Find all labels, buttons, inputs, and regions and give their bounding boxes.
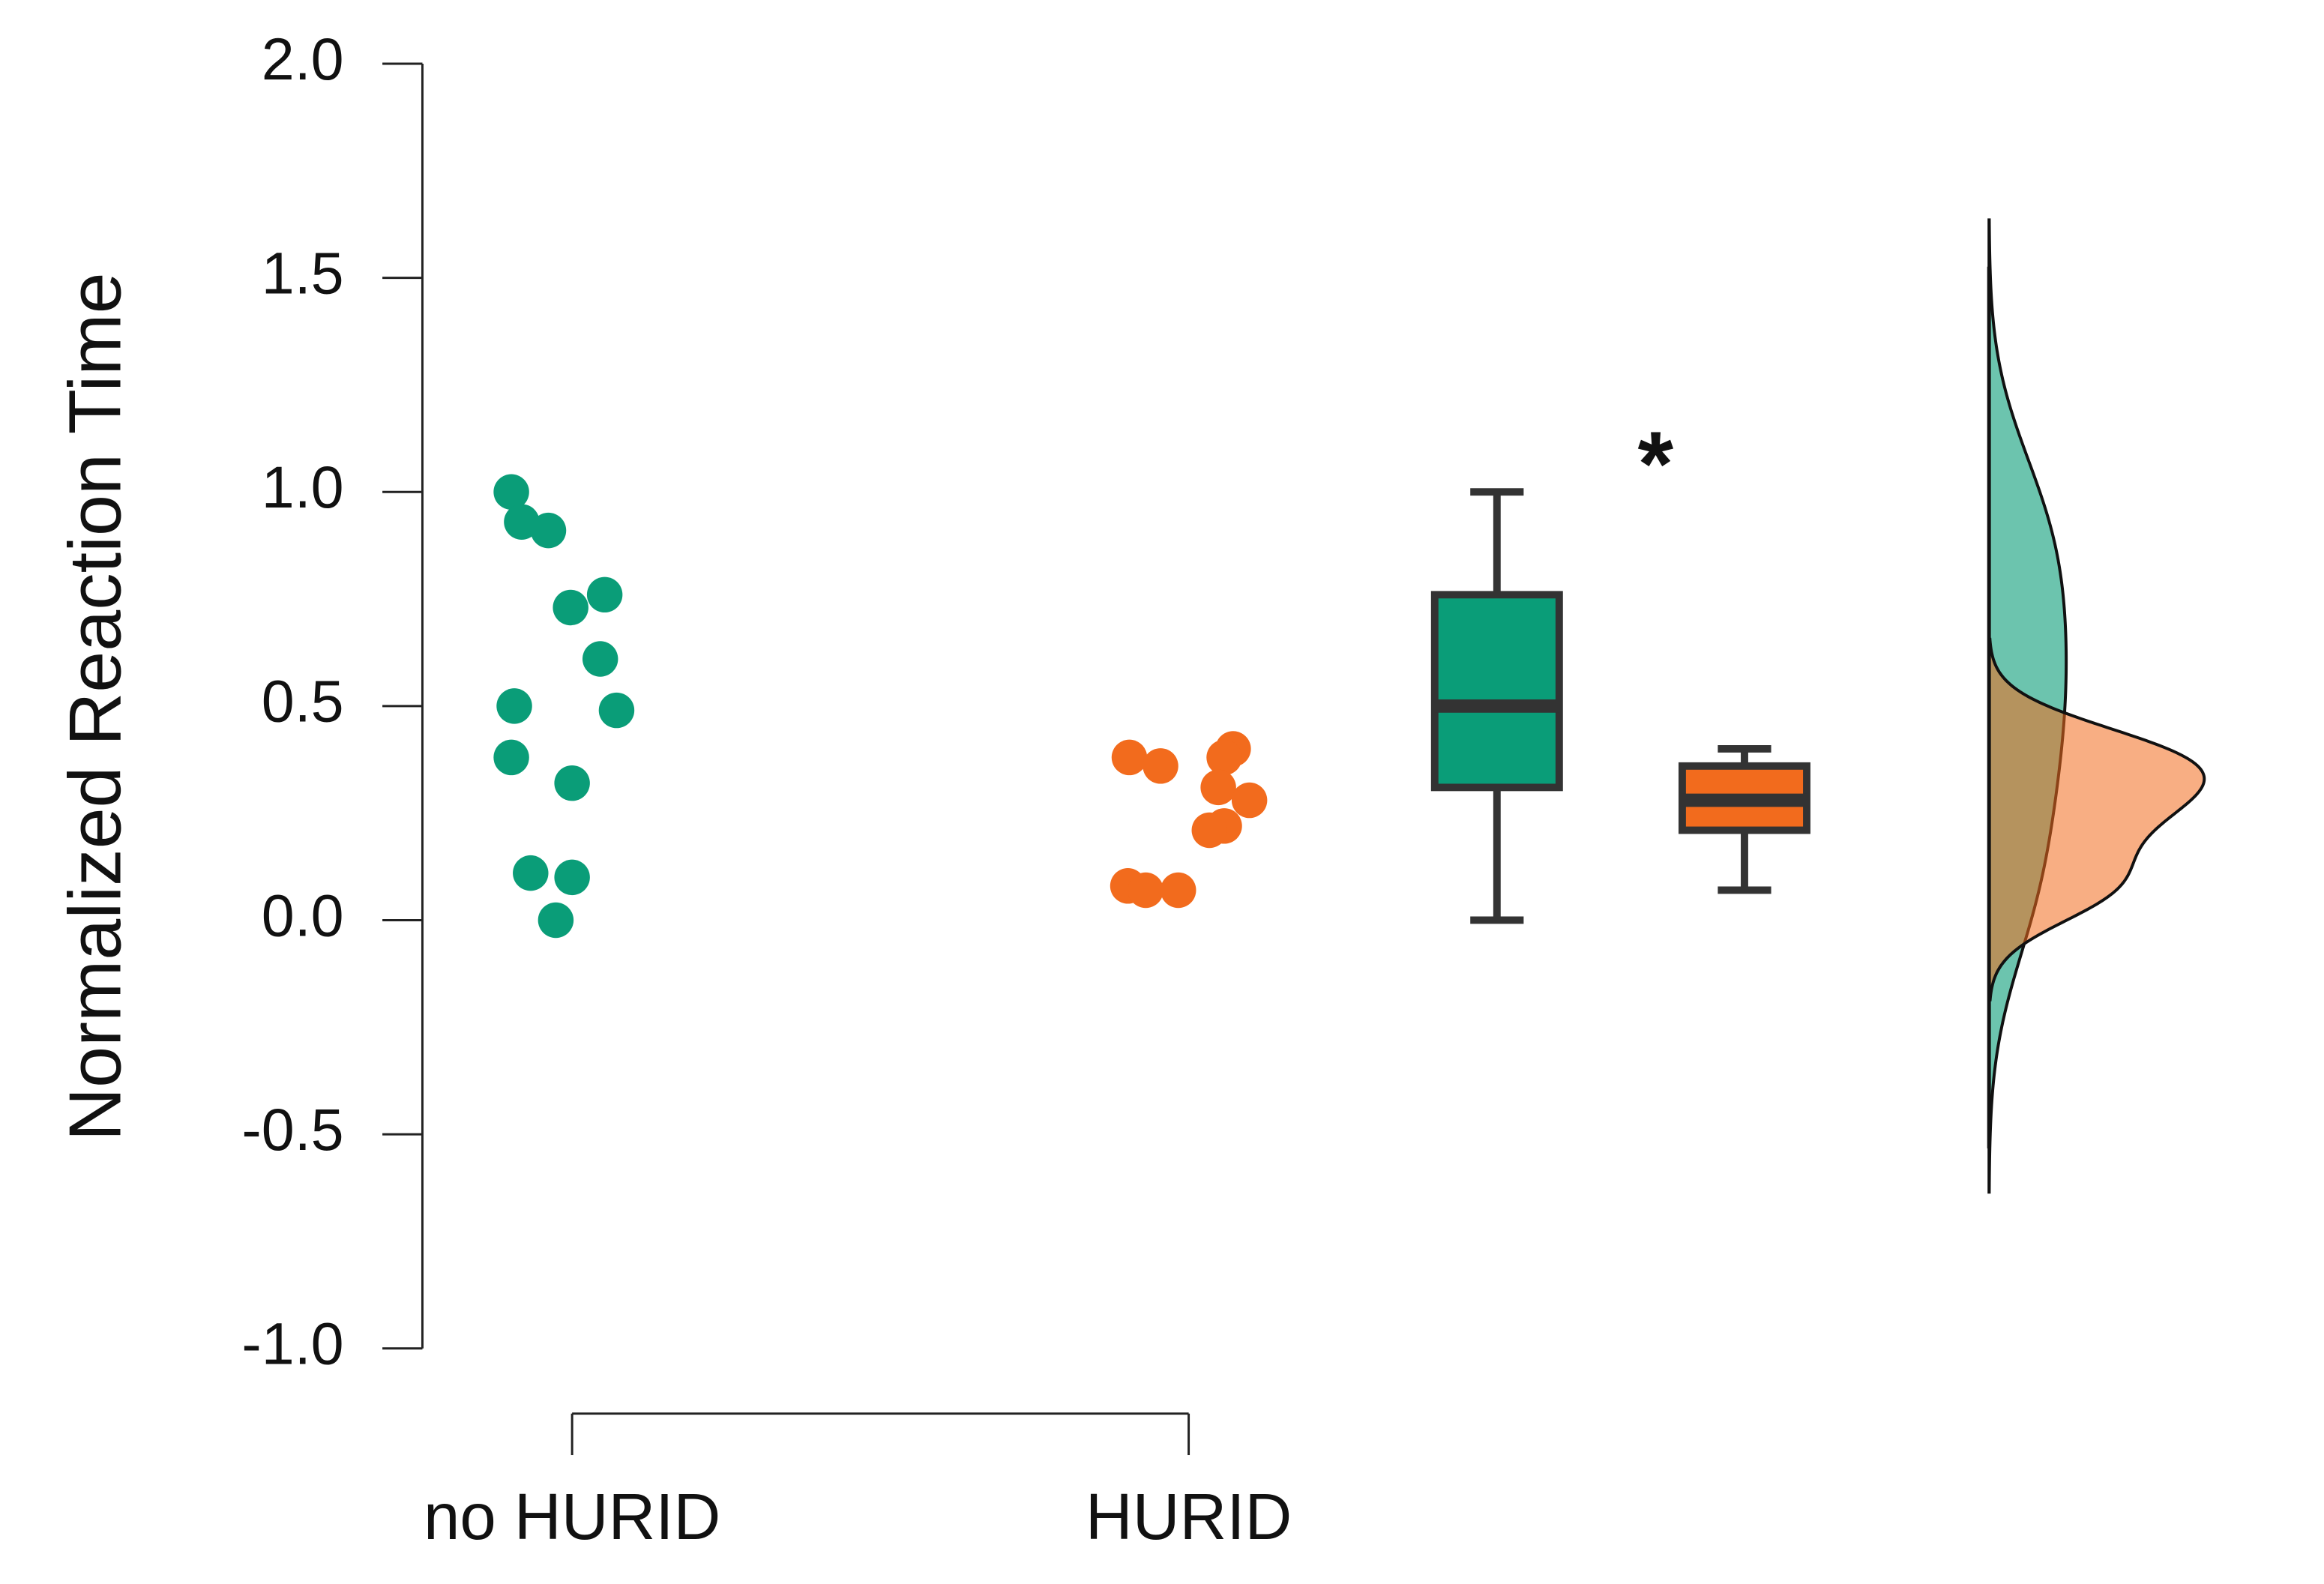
point <box>582 641 618 677</box>
point <box>1128 872 1163 909</box>
y-axis-label: Normalized Reaction Time <box>54 272 136 1141</box>
point <box>1231 782 1268 819</box>
point <box>586 576 623 613</box>
x-tick-label: no HURID <box>424 1481 720 1553</box>
y-tick-label: 1.0 <box>262 454 344 520</box>
point <box>554 859 590 896</box>
y-tick-label: 0.0 <box>262 882 344 948</box>
x-tick-label: HURID <box>1086 1481 1292 1553</box>
point <box>598 692 635 729</box>
point <box>493 739 529 776</box>
point <box>1161 872 1196 909</box>
point <box>1111 739 1148 776</box>
point <box>553 589 588 626</box>
y-tick-label: 2.0 <box>262 25 344 92</box>
point <box>496 688 532 724</box>
y-tick-label: 0.5 <box>262 668 344 735</box>
point <box>1206 739 1242 776</box>
density <box>1987 637 2206 1002</box>
box <box>1430 591 1563 792</box>
point <box>504 504 540 540</box>
significance-marker: * <box>1638 412 1674 515</box>
point <box>1191 812 1227 849</box>
point <box>554 765 590 801</box>
y-tick-label: 1.5 <box>262 240 344 307</box>
point <box>513 855 549 891</box>
y-tick-label: -1.0 <box>241 1310 343 1377</box>
point <box>1200 769 1236 806</box>
point <box>530 512 567 549</box>
y-tick-label: -0.5 <box>241 1096 343 1163</box>
point <box>538 902 574 939</box>
point <box>1143 748 1178 784</box>
point <box>493 474 529 510</box>
